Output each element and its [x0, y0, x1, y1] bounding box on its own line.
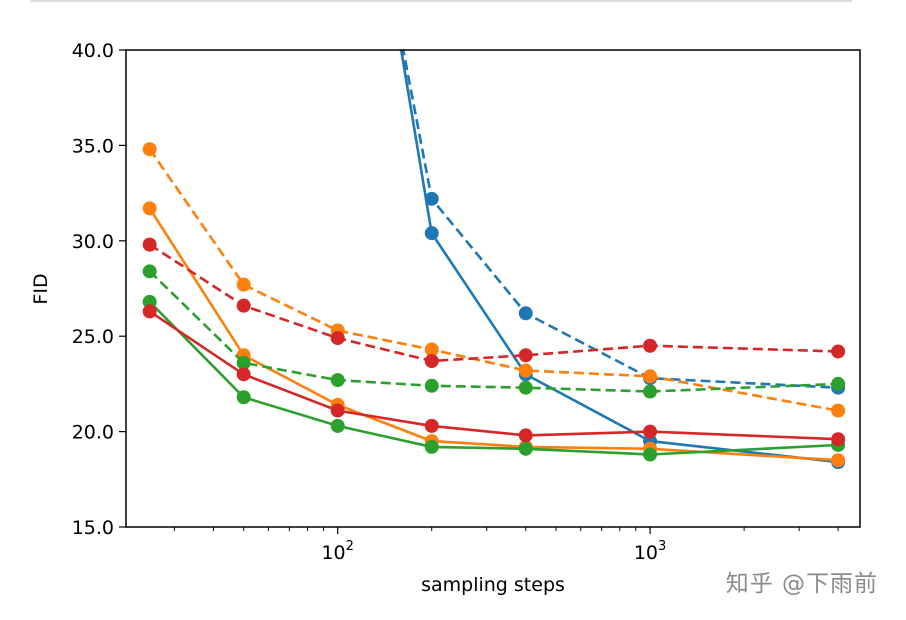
data-point	[236, 367, 251, 382]
series-line	[148, 270, 839, 393]
data-point	[236, 355, 251, 370]
data-point	[330, 418, 345, 433]
data-point	[142, 201, 157, 216]
data-point	[236, 298, 251, 313]
x-axis: 102 103	[173, 527, 839, 564]
data-point	[330, 331, 345, 346]
data-point	[236, 390, 251, 405]
y-tick-label: 30.0	[72, 231, 114, 253]
series-line	[148, 310, 839, 441]
watermark-text: 知乎 @下雨前	[719, 562, 884, 600]
series-layer	[142, 50, 846, 470]
data-point	[142, 142, 157, 157]
data-point	[236, 277, 251, 292]
data-point	[330, 403, 345, 418]
y-tick-label: 25.0	[72, 326, 114, 348]
data-point	[643, 338, 658, 353]
series-line	[401, 50, 839, 389]
data-point	[424, 342, 439, 357]
data-point	[831, 344, 846, 359]
x-tick-label: 103	[634, 539, 666, 564]
data-point	[518, 306, 533, 321]
x-tick-label: 102	[321, 539, 353, 564]
y-tick-label: 15.0	[72, 517, 114, 539]
data-point	[518, 363, 533, 378]
data-point	[643, 447, 658, 462]
data-point	[424, 378, 439, 393]
series-line	[399, 50, 839, 464]
data-point	[424, 439, 439, 454]
y-tick-label: 40.0	[72, 40, 114, 62]
data-point	[330, 373, 345, 388]
data-point	[643, 369, 658, 384]
data-point	[424, 191, 439, 206]
data-point	[518, 428, 533, 443]
data-point	[643, 424, 658, 439]
data-point	[518, 348, 533, 363]
data-point	[142, 264, 157, 279]
data-point	[142, 237, 157, 252]
data-point	[424, 226, 439, 241]
data-point	[831, 453, 846, 468]
data-point	[643, 384, 658, 399]
data-point	[831, 403, 846, 418]
data-point	[518, 441, 533, 456]
series-line	[148, 243, 839, 363]
data-point	[142, 304, 157, 319]
data-point	[424, 354, 439, 369]
data-point	[518, 380, 533, 395]
plot-frame	[125, 49, 861, 528]
series-line	[148, 148, 839, 412]
y-axis-label: FID	[30, 273, 52, 304]
data-point	[424, 418, 439, 433]
data-point	[831, 432, 846, 447]
x-axis-label: sampling steps	[421, 574, 565, 596]
y-tick-label: 20.0	[72, 422, 114, 444]
y-axis: 15.0 20.0 25.0 30.0 35.0 40.0	[72, 40, 126, 539]
data-point	[831, 376, 846, 391]
series-line	[148, 207, 839, 462]
y-tick-label: 35.0	[72, 135, 114, 157]
